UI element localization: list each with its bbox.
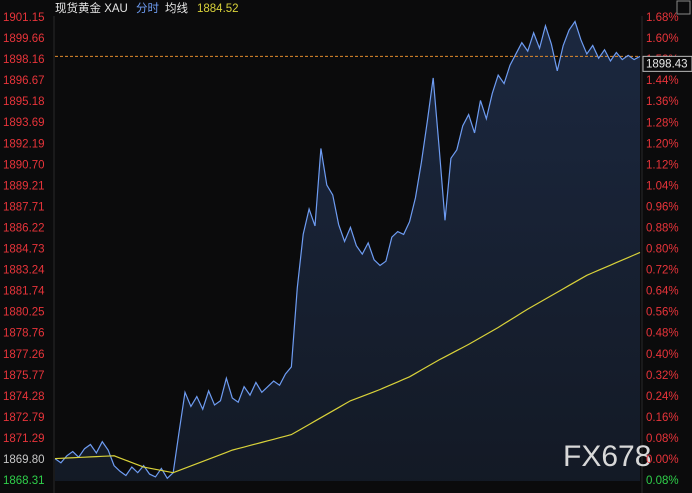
y2-tick-label: 0.88% <box>646 222 679 234</box>
y2-tick-label: 1.68% <box>646 12 679 24</box>
last-price-tag-bg <box>642 55 692 72</box>
y2-tick-label: 0.24% <box>646 391 679 403</box>
y2-tick-label: 0.80% <box>646 244 679 256</box>
y-tick-label: 1893.69 <box>3 117 45 129</box>
y-tick-label: 1899.66 <box>3 33 45 45</box>
legend-ma-value: 1884.52 <box>197 3 239 15</box>
y2-tick-label: 0.56% <box>646 307 679 319</box>
y-tick-label: 1901.15 <box>3 12 45 24</box>
ma-line <box>54 251 641 474</box>
y-tick-label: 1898.16 <box>3 54 45 66</box>
y2-tick-label: 1.20% <box>646 138 679 150</box>
y-tick-label: 1869.80 <box>3 454 45 466</box>
expand-button[interactable] <box>676 0 691 15</box>
y-tick-label: 1875.77 <box>3 370 45 382</box>
last-price-tag: 1898.43 <box>646 58 688 70</box>
area-fill <box>55 21 640 482</box>
y2-tick-label: 1.04% <box>646 180 679 192</box>
y-tick-label: 1889.21 <box>3 180 45 192</box>
y2-tick-label: 1.36% <box>646 96 679 108</box>
y-tick-label: 1868.31 <box>3 475 45 487</box>
y2-tick-label: 0.40% <box>646 349 679 361</box>
y2-tick-label: 0.96% <box>646 201 679 213</box>
legend-price: 分时 <box>136 2 159 15</box>
y-tick-label: 1877.26 <box>3 349 45 361</box>
chart-title: 现货黄金 XAU <box>55 1 128 15</box>
y2-tick-label: 0.48% <box>646 328 679 340</box>
y-tick-label: 1871.29 <box>3 433 45 445</box>
y2-tick-label: 1.44% <box>646 75 679 87</box>
y2-tick-label: 0.64% <box>646 286 679 298</box>
y-tick-label: 1895.18 <box>3 96 45 108</box>
y2-tick-label: 0.32% <box>646 370 679 382</box>
y-tick-label: 1878.76 <box>3 328 45 340</box>
y2-tick-label: 0.08% <box>646 475 679 487</box>
price-line <box>54 20 641 480</box>
y2-tick-label: 0.00% <box>646 454 679 466</box>
watermark: FX678 <box>563 440 651 473</box>
y-tick-label: 1880.25 <box>3 307 45 319</box>
y-tick-label: 1886.22 <box>3 223 45 235</box>
y2-tick-label: 0.08% <box>646 433 679 445</box>
y2-tick-label: 0.16% <box>646 412 679 424</box>
y-tick-label: 1887.71 <box>3 202 45 214</box>
y-tick-label: 1883.24 <box>3 265 45 277</box>
y-tick-label: 1892.19 <box>3 138 45 150</box>
y2-tick-label: 1.60% <box>646 33 679 45</box>
y-tick-label: 1884.73 <box>3 244 45 256</box>
y2-tick-label: 0.72% <box>646 265 679 277</box>
y-tick-label: 1881.74 <box>3 286 45 298</box>
legend-ma: 均线 <box>165 1 188 15</box>
y-tick-label: 1890.70 <box>3 159 45 171</box>
y-tick-label: 1874.28 <box>3 391 45 403</box>
y-tick-label: 1896.67 <box>3 75 45 87</box>
y2-tick-label: 1.12% <box>646 159 679 171</box>
y2-tick-label: 1.28% <box>646 117 679 129</box>
y-tick-label: 1872.79 <box>3 412 45 424</box>
